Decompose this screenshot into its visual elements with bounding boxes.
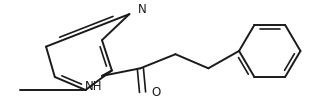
Text: O: O [151, 86, 161, 99]
Text: NH: NH [85, 80, 102, 93]
Text: N: N [138, 3, 147, 16]
